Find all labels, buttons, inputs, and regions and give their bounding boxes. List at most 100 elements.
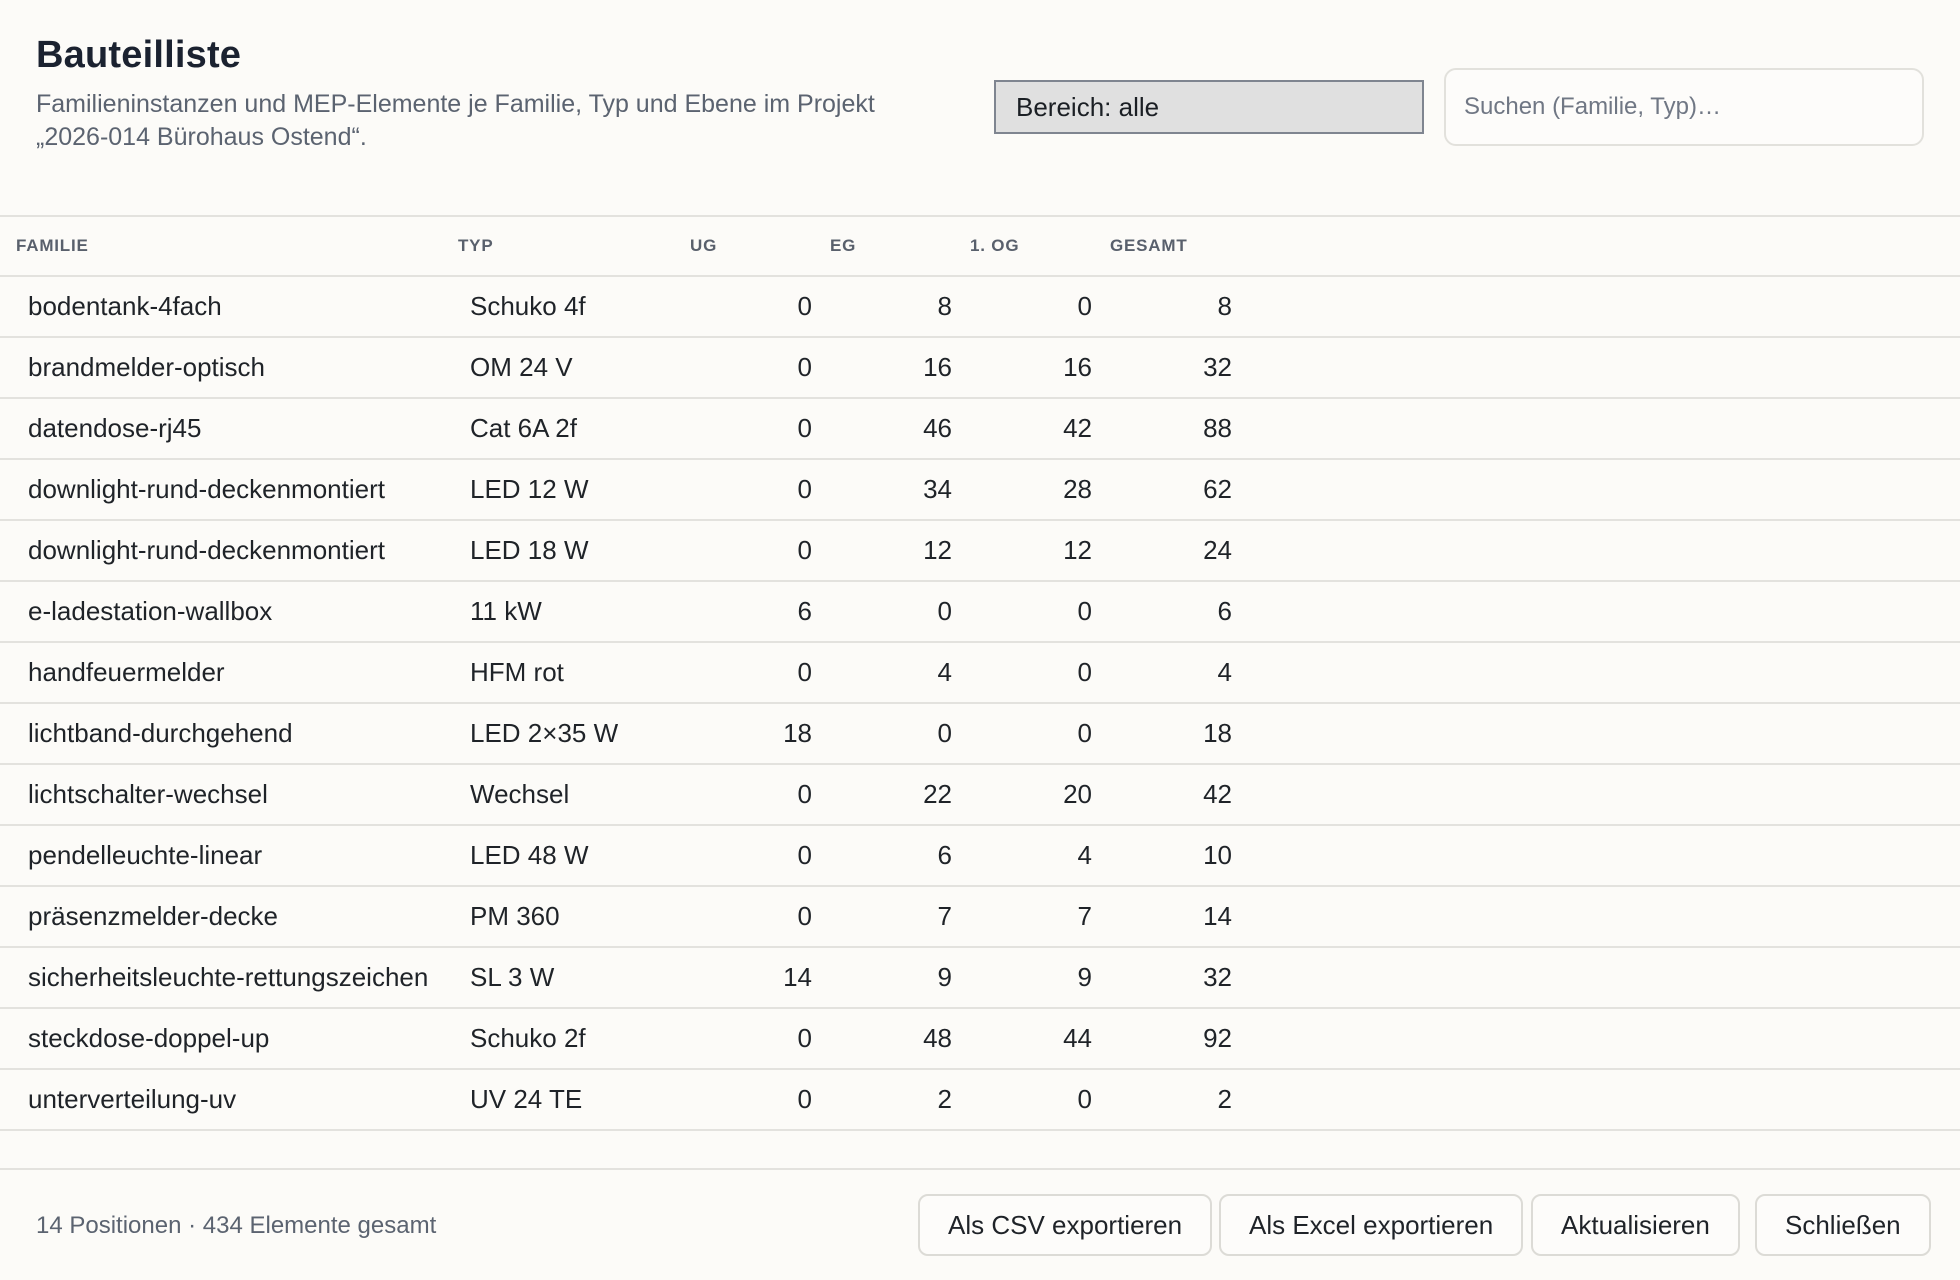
- column-header-ug[interactable]: UG: [690, 236, 718, 255]
- table-row[interactable]: handfeuermelder HFM rot 0 4 0 4: [0, 642, 1960, 703]
- cell-1og: 0: [1077, 596, 1092, 626]
- row-spacer: [1250, 1008, 1960, 1069]
- cell-gesamt: 2: [1217, 1084, 1232, 1114]
- refresh-button[interactable]: Aktualisieren: [1531, 1194, 1740, 1256]
- cell-gesamt: 4: [1217, 657, 1232, 687]
- cell-familie: handfeuermelder: [28, 657, 225, 687]
- column-header-1og[interactable]: 1. OG: [970, 236, 1020, 255]
- cell-eg: 16: [923, 352, 952, 382]
- row-spacer: [1250, 581, 1960, 642]
- cell-1og: 44: [1063, 1023, 1092, 1053]
- table-row[interactable]: lichtschalter-wechsel Wechsel 0 22 20 42: [0, 764, 1960, 825]
- table-row[interactable]: unterverteilung-uv UV 24 TE 0 2 0 2: [0, 1069, 1960, 1130]
- dialog-header: Bauteilliste Familieninstanzen und MEP-E…: [0, 0, 1960, 216]
- table-row[interactable]: downlight-rund-deckenmontiert LED 12 W 0 34…: [0, 459, 1960, 520]
- scope-select[interactable]: Bereich: alle: [994, 80, 1424, 134]
- cell-1og: 0: [1077, 657, 1092, 687]
- cell-familie: brandmelder-optisch: [28, 352, 266, 382]
- cell-familie: bodentank-4fach: [28, 291, 222, 321]
- column-header-gesamt[interactable]: Gesamt: [1110, 236, 1188, 255]
- export-csv-button[interactable]: Als CSV exportieren: [918, 1194, 1213, 1256]
- cell-typ: HFM rot: [470, 657, 564, 687]
- row-spacer: [1250, 520, 1960, 581]
- cell-gesamt: 18: [1203, 718, 1232, 748]
- cell-eg: 0: [937, 718, 952, 748]
- table-row[interactable]: lichtband-durchgehend LED 2×35 W 18 0 0 18: [0, 703, 1960, 764]
- row-spacer: [1250, 459, 1960, 520]
- cell-typ: LED 48 W: [470, 840, 589, 870]
- row-spacer: [1250, 764, 1960, 825]
- cell-ug: 6: [797, 596, 812, 626]
- cell-1og: 4: [1077, 840, 1092, 870]
- row-spacer: [1250, 825, 1960, 886]
- cell-1og: 28: [1063, 474, 1092, 504]
- cell-typ: OM 24 V: [470, 352, 573, 382]
- cell-typ: LED 2×35 W: [470, 718, 619, 748]
- cell-ug: 0: [797, 352, 812, 382]
- cell-typ: Schuko 2f: [470, 1023, 586, 1053]
- table-row[interactable]: bodentank-4fach Schuko 4f 0 8 0 8: [0, 276, 1960, 337]
- cell-typ: Cat 6A 2f: [470, 413, 577, 443]
- cell-familie: datendose-rj45: [28, 413, 202, 443]
- cell-ug: 0: [797, 779, 812, 809]
- table-row[interactable]: brandmelder-optisch OM 24 V 0 16 16 32: [0, 337, 1960, 398]
- cell-eg: 22: [923, 779, 952, 809]
- cell-familie: sicherheitsleuchte-rettungszeichen: [28, 962, 429, 992]
- cell-typ: LED 18 W: [470, 535, 589, 565]
- table-row[interactable]: pendelleuchte-linear LED 48 W 0 6 4 10: [0, 825, 1960, 886]
- cell-eg: 48: [923, 1023, 952, 1053]
- search-input[interactable]: [1444, 68, 1924, 146]
- cell-gesamt: 32: [1203, 962, 1232, 992]
- cell-eg: 4: [937, 657, 952, 687]
- cell-typ: Wechsel: [470, 779, 570, 809]
- close-button[interactable]: Schließen: [1755, 1194, 1931, 1256]
- cell-gesamt: 14: [1203, 901, 1232, 931]
- cell-familie: e-ladestation-wallbox: [28, 596, 273, 626]
- row-spacer: [1250, 947, 1960, 1008]
- table-row[interactable]: e-ladestation-wallbox 11 kW 6 0 0 6: [0, 581, 1960, 642]
- cell-eg: 8: [937, 291, 952, 321]
- cell-ug: 0: [797, 657, 812, 687]
- row-spacer: [1250, 642, 1960, 703]
- cell-gesamt: 42: [1203, 779, 1232, 809]
- cell-ug: 0: [797, 413, 812, 443]
- dialog-footer: 14 Positionen · 434 Elemente gesamt Als …: [0, 1168, 1960, 1280]
- column-header-familie[interactable]: Familie: [16, 236, 89, 255]
- cell-gesamt: 62: [1203, 474, 1232, 504]
- table-row[interactable]: datendose-rj45 Cat 6A 2f 0 46 42 88: [0, 398, 1960, 459]
- export-excel-button[interactable]: Als Excel exportieren: [1219, 1194, 1524, 1256]
- cell-gesamt: 88: [1203, 413, 1232, 443]
- cell-ug: 0: [797, 1084, 812, 1114]
- cell-familie: pendelleuchte-linear: [28, 840, 263, 870]
- cell-eg: 46: [923, 413, 952, 443]
- cell-gesamt: 32: [1203, 352, 1232, 382]
- row-spacer: [1250, 276, 1960, 337]
- cell-ug: 0: [797, 291, 812, 321]
- table-row[interactable]: steckdose-doppel-up Schuko 2f 0 48 44 92: [0, 1008, 1960, 1069]
- cell-eg: 7: [937, 901, 952, 931]
- table-row[interactable]: sicherheitsleuchte-rettungszeichen SL 3 W…: [0, 947, 1960, 1008]
- cell-ug: 0: [797, 840, 812, 870]
- cell-gesamt: 92: [1203, 1023, 1232, 1053]
- page-subtitle: Familieninstanzen und MEP-Elemente je Fa…: [36, 90, 875, 151]
- row-spacer: [1250, 886, 1960, 947]
- page-title: Bauteilliste: [36, 34, 242, 76]
- component-table: Familie Typ UG EG 1. OG Gesamt bodentank…: [0, 215, 1960, 1131]
- column-header-eg[interactable]: EG: [830, 236, 857, 255]
- cell-familie: lichtband-durchgehend: [28, 718, 293, 748]
- column-header-typ[interactable]: Typ: [458, 236, 494, 255]
- cell-familie: präsenzmelder-decke: [28, 901, 279, 931]
- table-row[interactable]: präsenzmelder-decke PM 360 0 7 7 14: [0, 886, 1960, 947]
- summary-text: 14 Positionen · 434 Elemente gesamt: [36, 1212, 437, 1239]
- cell-gesamt: 24: [1203, 535, 1232, 565]
- cell-eg: 12: [923, 535, 952, 565]
- cell-eg: 6: [937, 840, 952, 870]
- table-row[interactable]: downlight-rund-deckenmontiert LED 18 W 0 12…: [0, 520, 1960, 581]
- cell-typ: SL 3 W: [470, 962, 555, 992]
- table-header-row: Familie Typ UG EG 1. OG Gesamt: [0, 216, 1960, 276]
- cell-familie: downlight-rund-deckenmontiert: [28, 474, 385, 504]
- cell-familie: unterverteilung-uv: [28, 1084, 237, 1114]
- cell-ug: 0: [797, 474, 812, 504]
- row-spacer: [1250, 703, 1960, 764]
